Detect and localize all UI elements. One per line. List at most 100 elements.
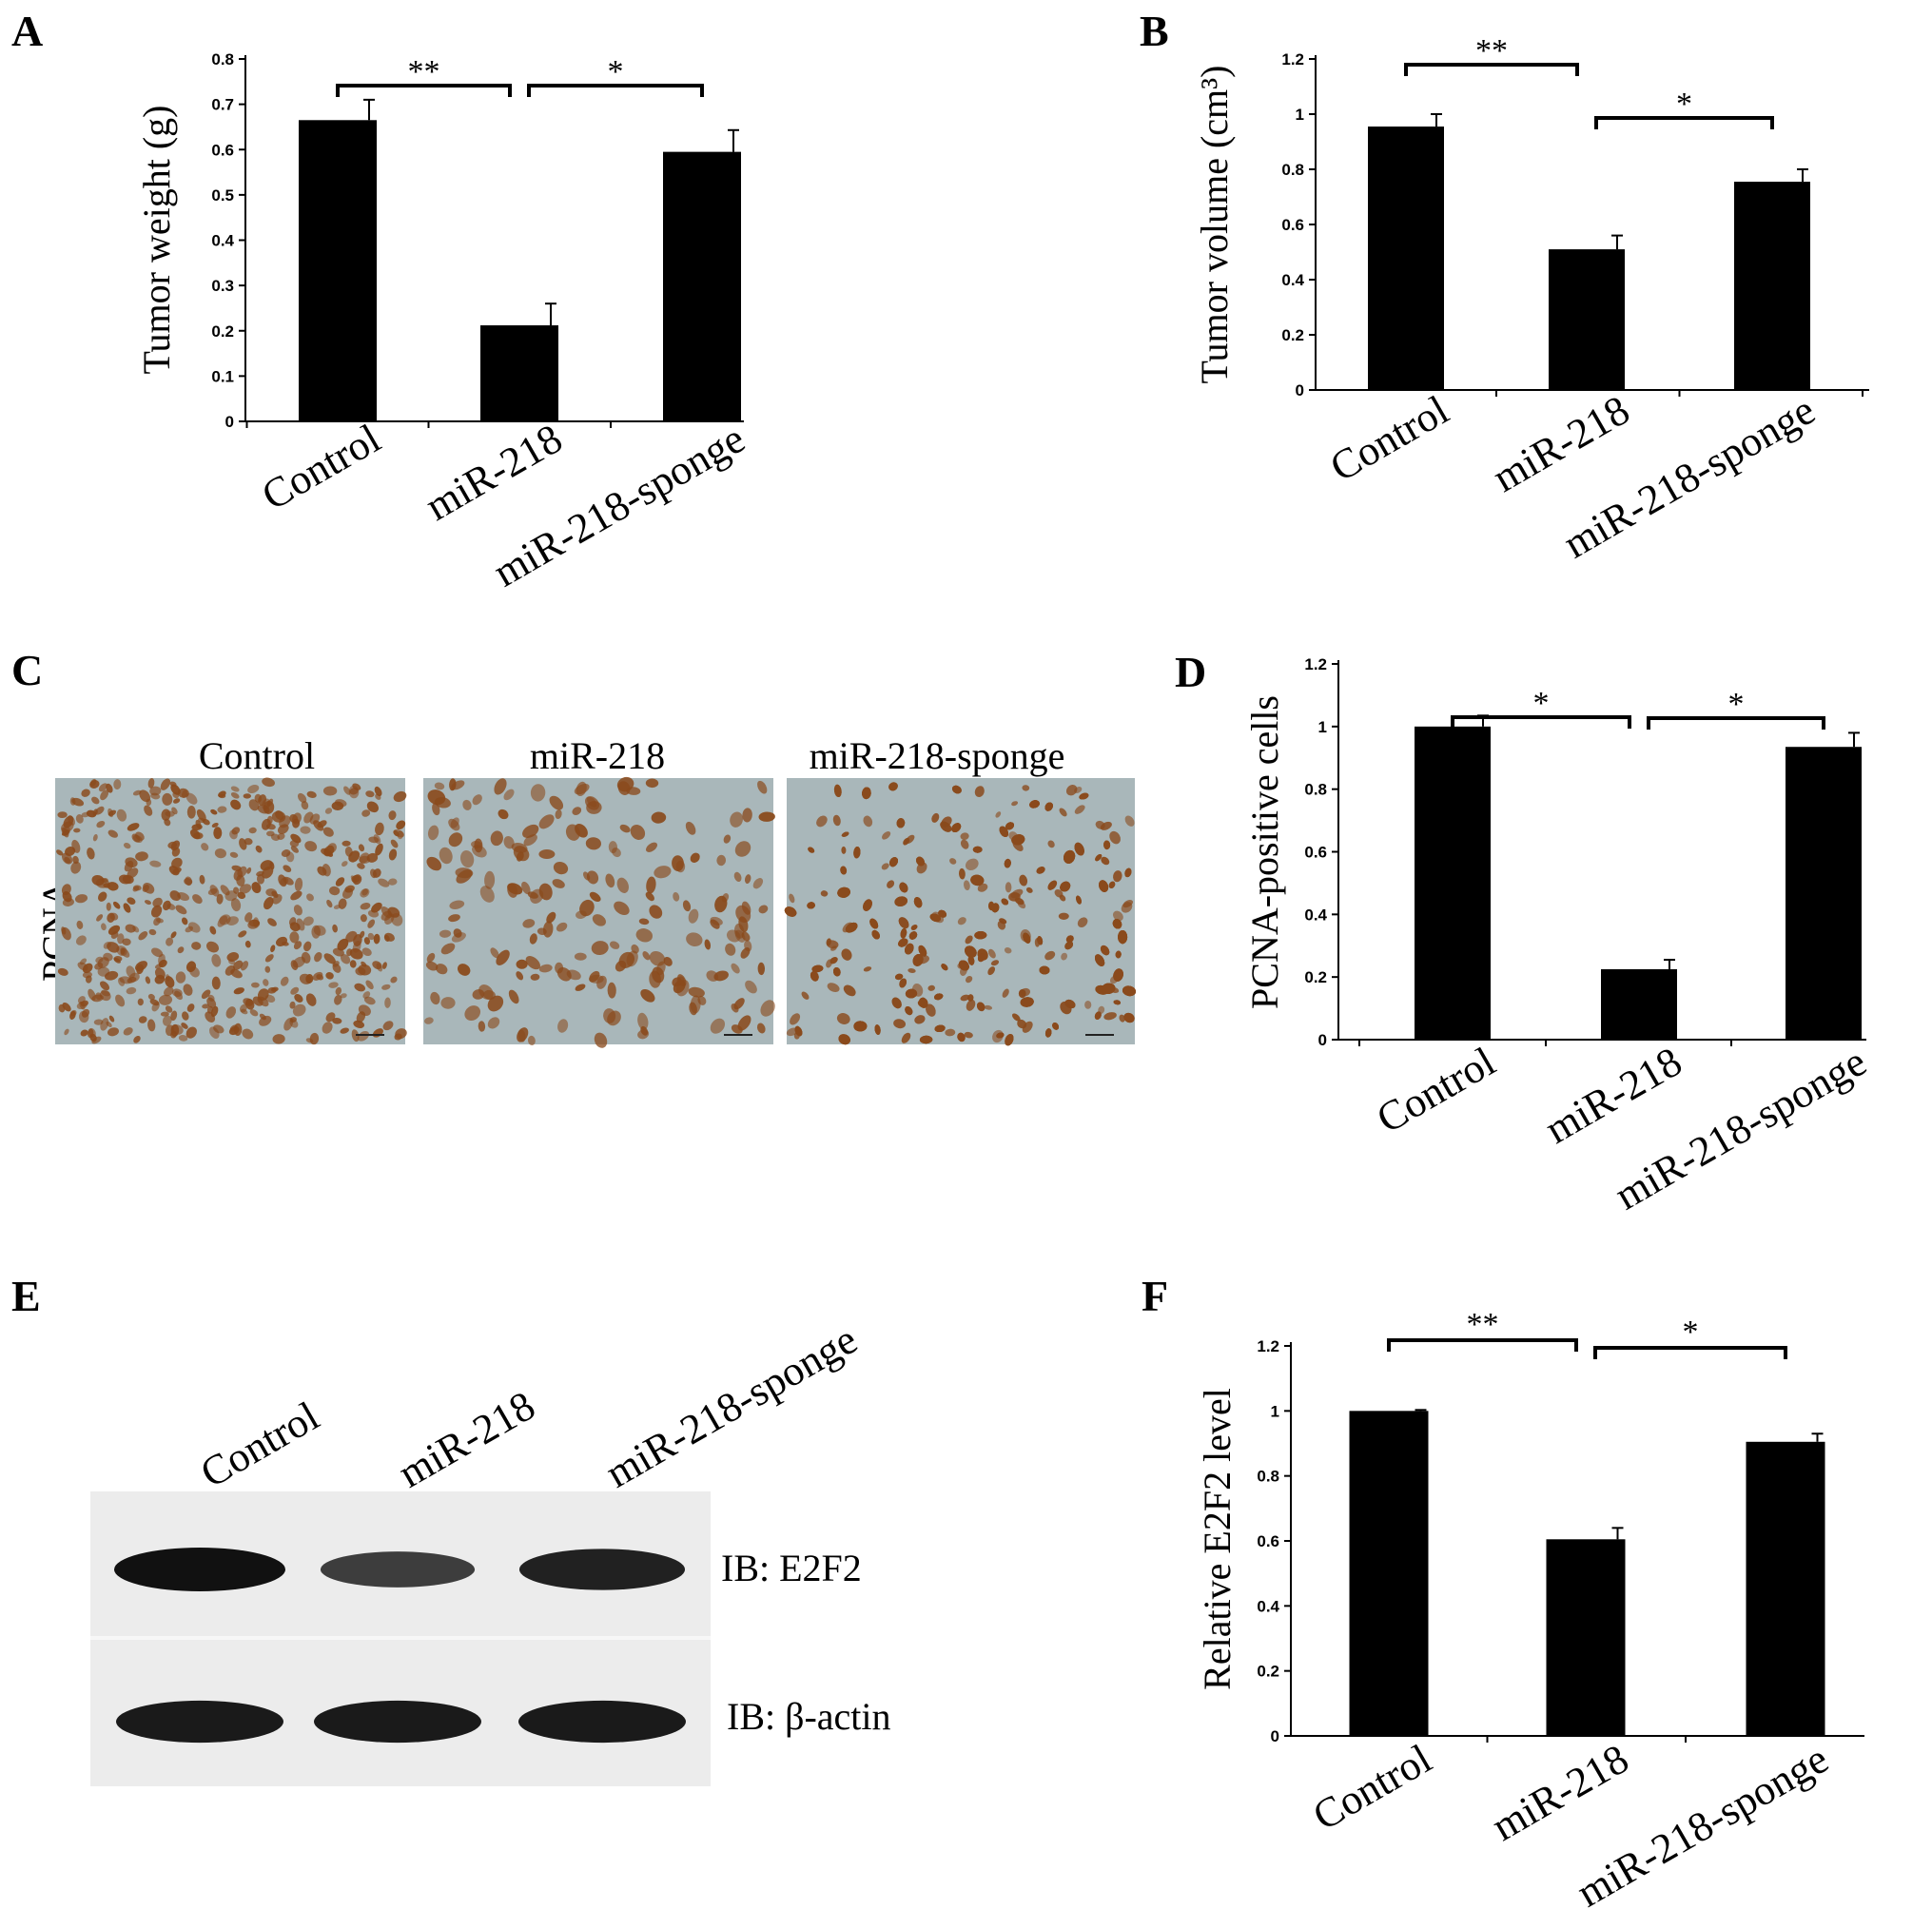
stained-nucleus bbox=[131, 833, 141, 843]
stained-nucleus bbox=[964, 880, 970, 891]
stained-nucleus bbox=[352, 874, 362, 886]
y-tick-label: 1.2 bbox=[1304, 655, 1327, 673]
stained-nucleus bbox=[899, 978, 907, 988]
bar bbox=[1786, 747, 1862, 1040]
stained-nucleus bbox=[970, 874, 985, 887]
stained-nucleus bbox=[672, 977, 682, 987]
stained-nucleus bbox=[907, 968, 916, 973]
stained-nucleus bbox=[522, 919, 536, 928]
stained-nucleus bbox=[360, 914, 367, 923]
stained-nucleus bbox=[233, 960, 244, 970]
stained-nucleus bbox=[1059, 894, 1066, 902]
stained-nucleus bbox=[448, 914, 460, 923]
category-label: miR-218 bbox=[1537, 1038, 1689, 1153]
stained-nucleus bbox=[1044, 950, 1056, 961]
stained-nucleus bbox=[537, 927, 547, 935]
stained-nucleus bbox=[170, 784, 181, 795]
stained-nucleus bbox=[967, 955, 975, 965]
stained-nucleus bbox=[826, 940, 839, 949]
stained-nucleus bbox=[996, 1032, 1005, 1039]
stained-nucleus bbox=[843, 984, 856, 997]
stained-nucleus bbox=[832, 966, 841, 977]
stained-nucleus bbox=[94, 962, 104, 970]
stained-nucleus bbox=[733, 871, 742, 882]
stained-nucleus bbox=[87, 848, 95, 860]
stained-nucleus bbox=[908, 931, 918, 940]
stained-nucleus bbox=[186, 1003, 195, 1012]
stained-nucleus bbox=[1095, 853, 1103, 862]
category-label: miR-218 bbox=[1485, 386, 1637, 501]
stained-nucleus bbox=[122, 938, 131, 946]
stained-nucleus bbox=[149, 999, 160, 1006]
stained-nucleus bbox=[863, 966, 872, 972]
stained-nucleus bbox=[1103, 1012, 1117, 1021]
stained-nucleus bbox=[332, 963, 342, 973]
stained-nucleus bbox=[816, 815, 828, 828]
stained-nucleus bbox=[737, 1015, 751, 1031]
stained-nucleus bbox=[100, 789, 109, 801]
stained-nucleus bbox=[322, 864, 331, 877]
stained-nucleus bbox=[164, 986, 174, 997]
stained-nucleus bbox=[1121, 902, 1133, 913]
stained-nucleus bbox=[546, 911, 556, 924]
stained-nucleus bbox=[945, 1028, 956, 1037]
stained-nucleus bbox=[731, 1024, 743, 1034]
stained-nucleus bbox=[672, 855, 684, 871]
bar bbox=[1601, 968, 1677, 1040]
stained-nucleus bbox=[123, 1027, 133, 1036]
stained-nucleus bbox=[490, 830, 503, 847]
stained-nucleus bbox=[258, 794, 267, 806]
y-tick-label: 0.4 bbox=[1281, 271, 1304, 289]
stained-nucleus bbox=[840, 866, 848, 875]
stained-nucleus bbox=[976, 1002, 986, 1012]
stained-nucleus bbox=[894, 896, 908, 906]
stained-nucleus bbox=[113, 957, 121, 964]
significance-bracket bbox=[527, 84, 704, 97]
stained-nucleus bbox=[790, 1013, 801, 1025]
stained-nucleus bbox=[314, 951, 322, 963]
stained-nucleus bbox=[965, 858, 979, 871]
stained-nucleus bbox=[292, 812, 302, 825]
stained-nucleus bbox=[71, 797, 85, 807]
stained-nucleus bbox=[178, 1035, 188, 1042]
stained-nucleus bbox=[927, 984, 935, 991]
stained-nucleus bbox=[896, 818, 906, 828]
stained-nucleus bbox=[358, 844, 365, 852]
stained-nucleus bbox=[575, 984, 586, 991]
stained-nucleus bbox=[1113, 870, 1122, 883]
stained-nucleus bbox=[395, 1028, 407, 1040]
y-tick-label: 0.6 bbox=[1304, 844, 1327, 862]
stained-nucleus bbox=[75, 814, 84, 824]
stained-nucleus bbox=[827, 983, 840, 992]
stained-nucleus bbox=[730, 811, 743, 828]
stained-nucleus bbox=[845, 922, 858, 933]
stained-nucleus bbox=[1123, 1012, 1135, 1023]
y-axis-label: Relative E2F2 level bbox=[1196, 1388, 1239, 1690]
stained-nucleus bbox=[929, 913, 941, 923]
stained-nucleus bbox=[162, 1015, 172, 1026]
stained-nucleus bbox=[1065, 935, 1074, 944]
stained-nucleus bbox=[450, 817, 459, 828]
stained-nucleus bbox=[275, 936, 288, 946]
y-tick-label: 0.8 bbox=[211, 50, 234, 68]
ihc-column-label-sponge: miR-218-sponge bbox=[810, 734, 1065, 777]
stained-nucleus bbox=[289, 931, 300, 944]
stained-nucleus bbox=[451, 932, 466, 943]
stained-nucleus bbox=[607, 982, 616, 999]
stained-nucleus bbox=[516, 959, 528, 969]
stained-nucleus bbox=[340, 1027, 349, 1034]
stained-nucleus bbox=[390, 839, 399, 848]
stained-nucleus bbox=[207, 994, 215, 1002]
stained-nucleus bbox=[323, 953, 336, 964]
stained-nucleus bbox=[302, 916, 314, 926]
y-tick-label: 1.2 bbox=[1257, 1337, 1279, 1355]
stained-nucleus bbox=[343, 786, 351, 795]
stained-nucleus bbox=[651, 811, 667, 824]
stained-nucleus bbox=[143, 882, 155, 894]
stained-nucleus bbox=[756, 1023, 766, 1034]
stained-nucleus bbox=[977, 883, 988, 892]
stained-nucleus bbox=[270, 945, 276, 953]
stained-nucleus bbox=[217, 806, 227, 813]
stained-nucleus bbox=[710, 1018, 726, 1034]
stained-nucleus bbox=[490, 947, 499, 959]
